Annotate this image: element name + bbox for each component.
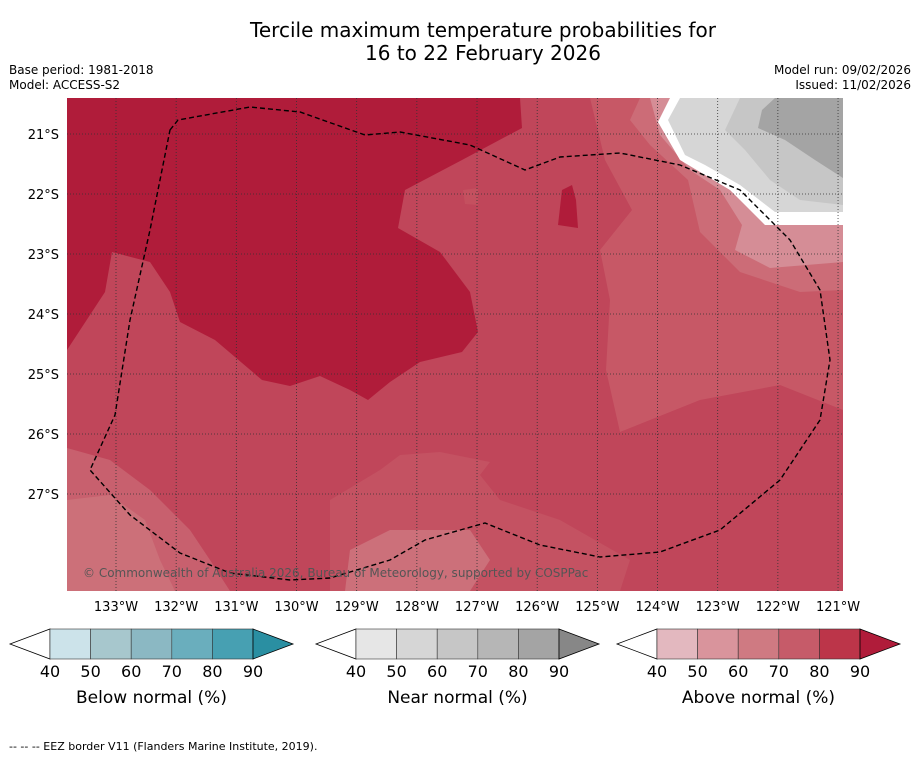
colorbar-near: 40 50 60 70 80 90 Near normal (%) <box>314 628 601 708</box>
colorbar-segment <box>171 628 213 660</box>
colorbar-segment <box>90 628 132 660</box>
colorbar-segment <box>518 628 560 660</box>
issued-date: Issued: 11/02/2026 <box>795 78 911 92</box>
colorbar-tick: 50 <box>386 662 406 681</box>
longitude-label: 128°W <box>395 600 439 615</box>
colorbar-tick: 90 <box>243 662 263 681</box>
colorbar-tick: 90 <box>549 662 569 681</box>
colorbar-low-extension <box>8 628 51 660</box>
colorbar-segment <box>355 628 397 660</box>
colorbar-segment <box>49 628 91 660</box>
latitude-label: 22°S <box>28 188 59 203</box>
colorbar-tick: 80 <box>809 662 829 681</box>
colorbar-tick: 40 <box>346 662 366 681</box>
longitude-label: 131°W <box>214 600 258 615</box>
latitude-label: 27°S <box>28 488 59 503</box>
longitude-label: 124°W <box>635 600 679 615</box>
colorbar-tick: 90 <box>850 662 870 681</box>
colorbar-tick: 70 <box>162 662 182 681</box>
footer-note: -- -- -- EEZ border V11 (Flanders Marine… <box>9 740 318 753</box>
region-70-blob <box>463 188 478 205</box>
latitude-label: 21°S <box>28 128 59 143</box>
graticule <box>67 98 843 591</box>
colorbar-segment <box>737 628 780 660</box>
longitude-labels: 133°W 132°W 131°W 130°W 129°W 128°W 127°W 126°W… <box>94 600 860 615</box>
longitude-label: 132°W <box>154 600 198 615</box>
colorbar-tick: 80 <box>202 662 222 681</box>
colorbar-segment <box>697 628 739 660</box>
colorbar-tick: 50 <box>687 662 707 681</box>
colorbar-label: Near normal (%) <box>387 688 527 708</box>
colorbar-tick: 70 <box>468 662 488 681</box>
latitude-label: 25°S <box>28 368 59 383</box>
longitude-label: 127°W <box>455 600 499 615</box>
latitude-label: 24°S <box>28 308 59 323</box>
model-name: Model: ACCESS-S2 <box>9 78 121 92</box>
longitude-label: 126°W <box>515 600 559 615</box>
colorbar-tick: 60 <box>728 662 748 681</box>
colorbar-label: Above normal (%) <box>682 688 835 708</box>
probability-field <box>67 98 843 591</box>
region-near-80 <box>758 98 843 178</box>
region-90-blob <box>558 185 578 228</box>
longitude-label: 125°W <box>575 600 619 615</box>
longitude-label: 121°W <box>816 600 860 615</box>
colorbar-segment <box>656 628 698 660</box>
colorbar-tick: 60 <box>121 662 141 681</box>
latitude-label: 23°S <box>28 248 59 263</box>
colorbar-segment <box>212 628 254 660</box>
colorbar-high-extension <box>252 628 295 660</box>
colorbars: 40 50 60 70 80 90 Below normal (%) 40 50 60 70 80 90… <box>8 628 902 708</box>
region-60-bottomleft <box>67 495 175 591</box>
colorbar-below: 40 50 60 70 80 90 Below normal (%) <box>8 628 295 708</box>
colorbar-tick: 40 <box>647 662 667 681</box>
base-period: Base period: 1981-2018 <box>9 63 154 77</box>
model-run: Model run: 09/02/2026 <box>773 63 911 77</box>
region-90 <box>67 98 522 400</box>
colorbar-low-extension <box>615 628 658 660</box>
colorbar-tick: 60 <box>427 662 447 681</box>
latitude-label: 26°S <box>28 428 59 443</box>
title-line-2: 16 to 22 February 2026 <box>365 41 601 65</box>
colorbar-above: 40 50 60 70 80 90 Above normal (%) <box>615 628 902 708</box>
title-line-1: Tercile maximum temperature probabilitie… <box>250 18 716 42</box>
eez-border <box>89 106 831 581</box>
longitude-label: 130°W <box>274 600 318 615</box>
region-60-bottom <box>345 530 490 591</box>
latitude-labels: 21°S 22°S 23°S 24°S 25°S 26°S 27°S <box>28 128 59 503</box>
colorbar-segment <box>130 628 173 660</box>
colorbar-segment <box>396 628 438 660</box>
colorbar-tick: 50 <box>80 662 100 681</box>
colorbar-tick: 80 <box>508 662 528 681</box>
colorbar-high-extension <box>859 628 902 660</box>
longitude-label: 129°W <box>335 600 379 615</box>
colorbar-segment <box>778 628 820 660</box>
colorbar-low-extension <box>314 628 357 660</box>
colorbar-segment <box>477 628 519 660</box>
colorbar-tick: 40 <box>40 662 60 681</box>
longitude-label: 123°W <box>696 600 740 615</box>
colorbar-high-extension <box>558 628 601 660</box>
longitude-label: 122°W <box>756 600 800 615</box>
colorbar-label: Below normal (%) <box>76 688 227 708</box>
colorbar-segment <box>436 628 479 660</box>
copyright-text: © Commonwealth of Australia 2026, Bureau… <box>83 566 588 580</box>
longitude-label: 133°W <box>94 600 138 615</box>
colorbar-tick: 70 <box>769 662 789 681</box>
colorbar-segment <box>819 628 861 660</box>
figure-title: Tercile maximum temperature probabilitie… <box>0 19 919 65</box>
